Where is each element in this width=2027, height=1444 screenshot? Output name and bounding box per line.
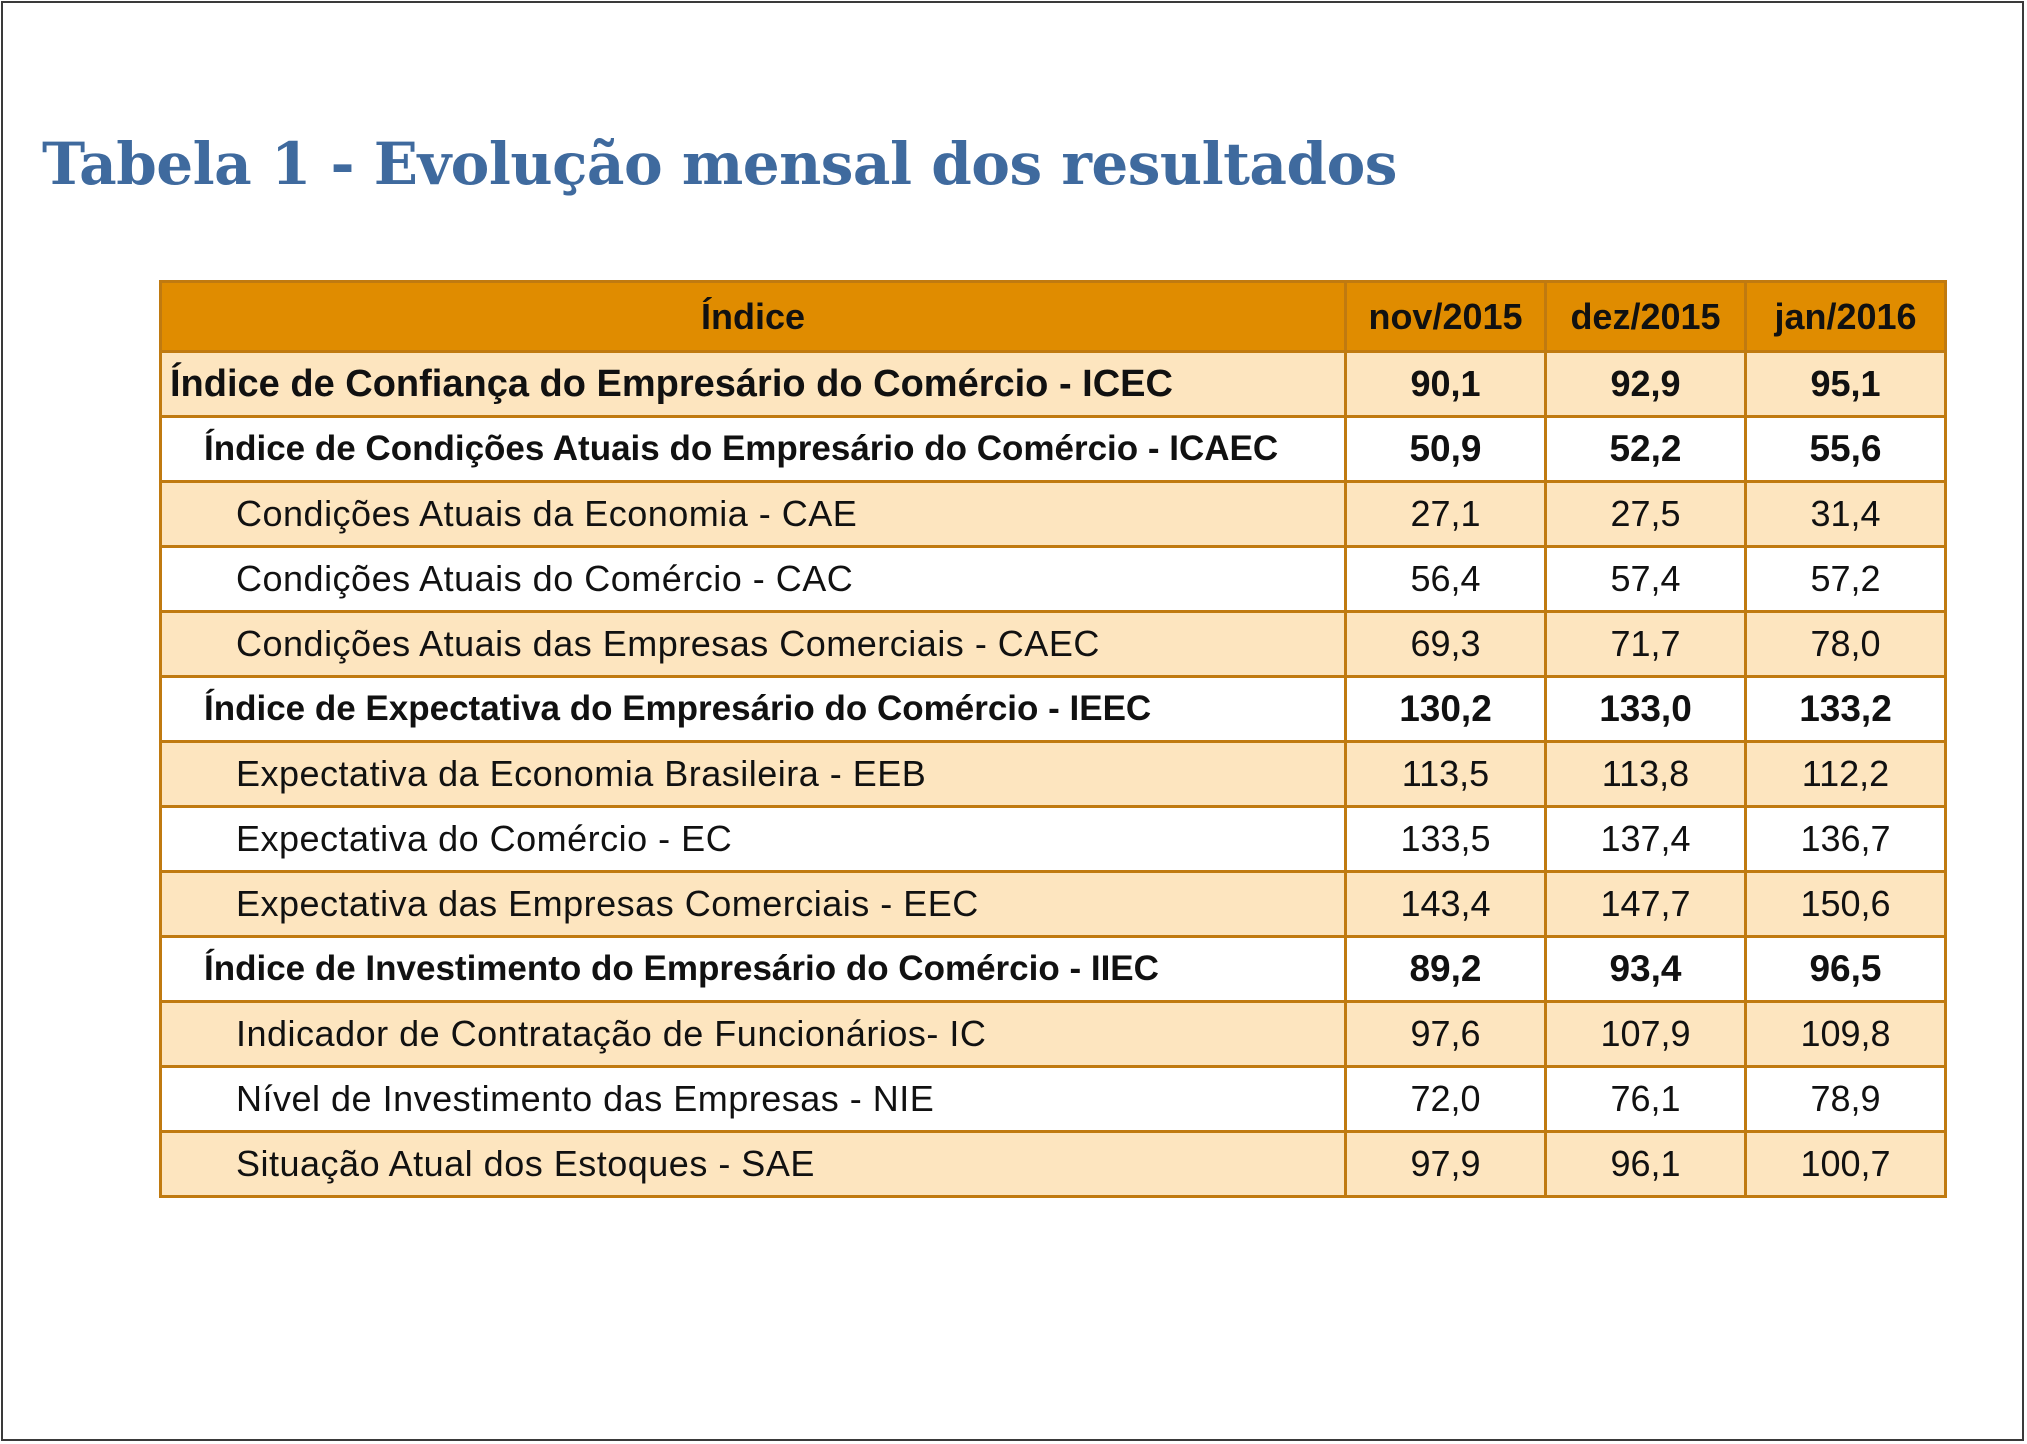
table-row: Expectativa do Comércio - EC 133,5 137,4… bbox=[159, 805, 1947, 873]
cell-value: 71,7 bbox=[1544, 610, 1747, 678]
cell-value: 133,0 bbox=[1544, 675, 1747, 743]
page-title: Tabela 1 - Evolução mensal dos resultado… bbox=[42, 130, 1397, 198]
cell-value: 107,9 bbox=[1544, 1000, 1747, 1068]
cell-value: 72,0 bbox=[1344, 1065, 1547, 1133]
column-header-nov-2015: nov/2015 bbox=[1344, 280, 1547, 353]
table-row: Índice de Confiança do Empresário do Com… bbox=[159, 350, 1947, 418]
cell-value: 109,8 bbox=[1744, 1000, 1947, 1068]
row-label: Índice de Expectativa do Empresário do C… bbox=[159, 675, 1347, 743]
table-row: Índice de Investimento do Empresário do … bbox=[159, 935, 1947, 1003]
table-row: Indicador de Contratação de Funcionários… bbox=[159, 1000, 1947, 1068]
cell-value: 52,2 bbox=[1544, 415, 1747, 483]
cell-value: 50,9 bbox=[1344, 415, 1547, 483]
cell-value: 57,4 bbox=[1544, 545, 1747, 613]
column-header-jan-2016: jan/2016 bbox=[1744, 280, 1947, 353]
cell-value: 130,2 bbox=[1344, 675, 1547, 743]
cell-value: 113,5 bbox=[1344, 740, 1547, 808]
table-row: Condições Atuais do Comércio - CAC 56,4 … bbox=[159, 545, 1947, 613]
cell-value: 95,1 bbox=[1744, 350, 1947, 418]
table-row: Condições Atuais da Economia - CAE 27,1 … bbox=[159, 480, 1947, 548]
cell-value: 96,5 bbox=[1744, 935, 1947, 1003]
cell-value: 133,5 bbox=[1344, 805, 1547, 873]
table-header-row: Índice nov/2015 dez/2015 jan/2016 bbox=[159, 280, 1947, 353]
column-header-indice: Índice bbox=[159, 280, 1347, 353]
row-label: Situação Atual dos Estoques - SAE bbox=[159, 1130, 1347, 1198]
table-row: Condições Atuais das Empresas Comerciais… bbox=[159, 610, 1947, 678]
cell-value: 97,6 bbox=[1344, 1000, 1547, 1068]
row-label: Expectativa da Economia Brasileira - EEB bbox=[159, 740, 1347, 808]
cell-value: 150,6 bbox=[1744, 870, 1947, 938]
table-row: Expectativa da Economia Brasileira - EEB… bbox=[159, 740, 1947, 808]
cell-value: 143,4 bbox=[1344, 870, 1547, 938]
cell-value: 31,4 bbox=[1744, 480, 1947, 548]
cell-value: 78,0 bbox=[1744, 610, 1947, 678]
cell-value: 55,6 bbox=[1744, 415, 1947, 483]
row-label: Indicador de Contratação de Funcionários… bbox=[159, 1000, 1347, 1068]
cell-value: 57,2 bbox=[1744, 545, 1947, 613]
row-label: Condições Atuais das Empresas Comerciais… bbox=[159, 610, 1347, 678]
table-row: Situação Atual dos Estoques - SAE 97,9 9… bbox=[159, 1130, 1947, 1198]
cell-value: 69,3 bbox=[1344, 610, 1547, 678]
cell-value: 27,1 bbox=[1344, 480, 1547, 548]
row-label: Condições Atuais da Economia - CAE bbox=[159, 480, 1347, 548]
row-label: Nível de Investimento das Empresas - NIE bbox=[159, 1065, 1347, 1133]
cell-value: 93,4 bbox=[1544, 935, 1747, 1003]
cell-value: 133,2 bbox=[1744, 675, 1947, 743]
cell-value: 137,4 bbox=[1544, 805, 1747, 873]
row-label: Condições Atuais do Comércio - CAC bbox=[159, 545, 1347, 613]
table-row: Índice de Expectativa do Empresário do C… bbox=[159, 675, 1947, 743]
cell-value: 97,9 bbox=[1344, 1130, 1547, 1198]
cell-value: 76,1 bbox=[1544, 1065, 1747, 1133]
cell-value: 113,8 bbox=[1544, 740, 1747, 808]
table-row: Nível de Investimento das Empresas - NIE… bbox=[159, 1065, 1947, 1133]
cell-value: 90,1 bbox=[1344, 350, 1547, 418]
cell-value: 92,9 bbox=[1544, 350, 1747, 418]
column-header-dez-2015: dez/2015 bbox=[1544, 280, 1747, 353]
cell-value: 96,1 bbox=[1544, 1130, 1747, 1198]
row-label: Expectativa das Empresas Comerciais - EE… bbox=[159, 870, 1347, 938]
row-label: Índice de Confiança do Empresário do Com… bbox=[159, 350, 1347, 418]
cell-value: 147,7 bbox=[1544, 870, 1747, 938]
cell-value: 112,2 bbox=[1744, 740, 1947, 808]
row-label: Índice de Condições Atuais do Empresário… bbox=[159, 415, 1347, 483]
table-container: Índice nov/2015 dez/2015 jan/2016 Índice… bbox=[159, 280, 1947, 1198]
cell-value: 136,7 bbox=[1744, 805, 1947, 873]
table-row: Expectativa das Empresas Comerciais - EE… bbox=[159, 870, 1947, 938]
cell-value: 56,4 bbox=[1344, 545, 1547, 613]
cell-value: 100,7 bbox=[1744, 1130, 1947, 1198]
cell-value: 78,9 bbox=[1744, 1065, 1947, 1133]
table-row: Índice de Condições Atuais do Empresário… bbox=[159, 415, 1947, 483]
row-label: Índice de Investimento do Empresário do … bbox=[159, 935, 1347, 1003]
row-label: Expectativa do Comércio - EC bbox=[159, 805, 1347, 873]
results-table: Índice nov/2015 dez/2015 jan/2016 Índice… bbox=[159, 280, 1947, 1198]
cell-value: 89,2 bbox=[1344, 935, 1547, 1003]
cell-value: 27,5 bbox=[1544, 480, 1747, 548]
